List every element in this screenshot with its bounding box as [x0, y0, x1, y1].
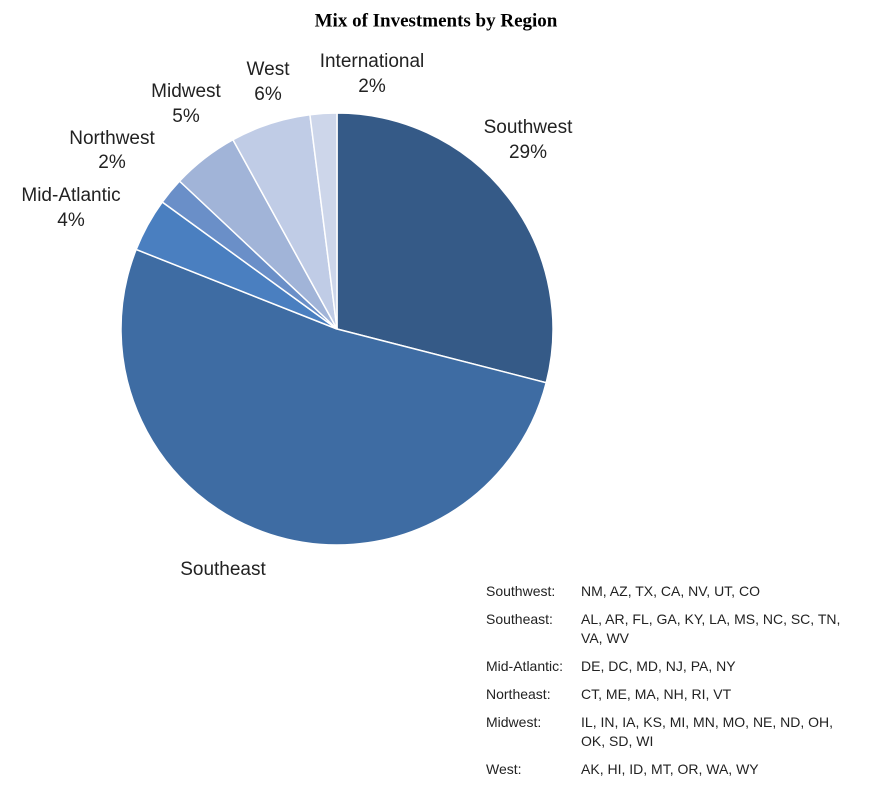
key-states: DE, DC, MD, NJ, PA, NY — [581, 658, 736, 674]
key-row: Southeast: AL, AR, FL, GA, KY, LA, MS, NC… — [482, 610, 845, 657]
key-region: Mid-Atlantic: — [486, 658, 564, 674]
slice-value: 6% — [254, 84, 282, 105]
slice-label: Midwest — [151, 81, 221, 102]
slice-label: Mid-Atlantic — [21, 185, 120, 206]
key-region: Southwest: — [486, 583, 556, 599]
slice-value: 29% — [509, 142, 547, 163]
chart: Mix of Investments by Region Southwest 29… — [21, 10, 573, 580]
pie-slice — [309, 112, 338, 330]
key-region: Midwest: — [486, 714, 542, 730]
slice-label: International — [320, 51, 425, 72]
key-row: Mid-Atlantic: DE, DC, MD, NJ, PA, NY — [482, 657, 845, 685]
slice-value: 4% — [57, 210, 85, 231]
key-region: Northeast: — [486, 686, 551, 702]
key-region: Southeast: — [486, 611, 553, 627]
slice-value: 2% — [358, 76, 386, 97]
slice-value: 2% — [98, 152, 126, 173]
key-states: AL, AR, FL, GA, KY, LA, MS, NC, SC, TN, … — [581, 611, 841, 646]
pie-slice — [120, 248, 548, 546]
slice-label: Southwest — [484, 117, 573, 138]
key-states: NM, AZ, TX, CA, NV, UT, CO — [581, 583, 760, 599]
slice-label: West — [247, 59, 291, 80]
key-states: IL, IN, IA, KS, MI, MN, MO, NE, ND, OH, … — [581, 714, 834, 749]
region-key: Southwest: NM, AZ, TX, CA, NV, UT, CO Sout… — [482, 582, 845, 788]
pie-slice — [336, 112, 554, 384]
key-states: AK, HI, ID, MT, OR, WA, WY — [581, 761, 759, 777]
key-row: Southwest: NM, AZ, TX, CA, NV, UT, CO — [482, 582, 845, 610]
chart-title: Mix of Investments by Region — [315, 10, 558, 31]
slice-label: Southeast — [180, 559, 266, 580]
slice-label: Northwest — [69, 128, 155, 149]
key-row: Northeast: CT, ME, MA, NH, RI, VT — [482, 685, 845, 713]
key-region: West: — [486, 761, 522, 777]
slice-value: 5% — [172, 106, 200, 127]
key-row: Midwest: IL, IN, IA, KS, MI, MN, MO, NE, … — [482, 713, 845, 760]
key-states: CT, ME, MA, NH, RI, VT — [581, 686, 732, 702]
key-row: West: AK, HI, ID, MT, OR, WA, WY — [482, 760, 845, 788]
